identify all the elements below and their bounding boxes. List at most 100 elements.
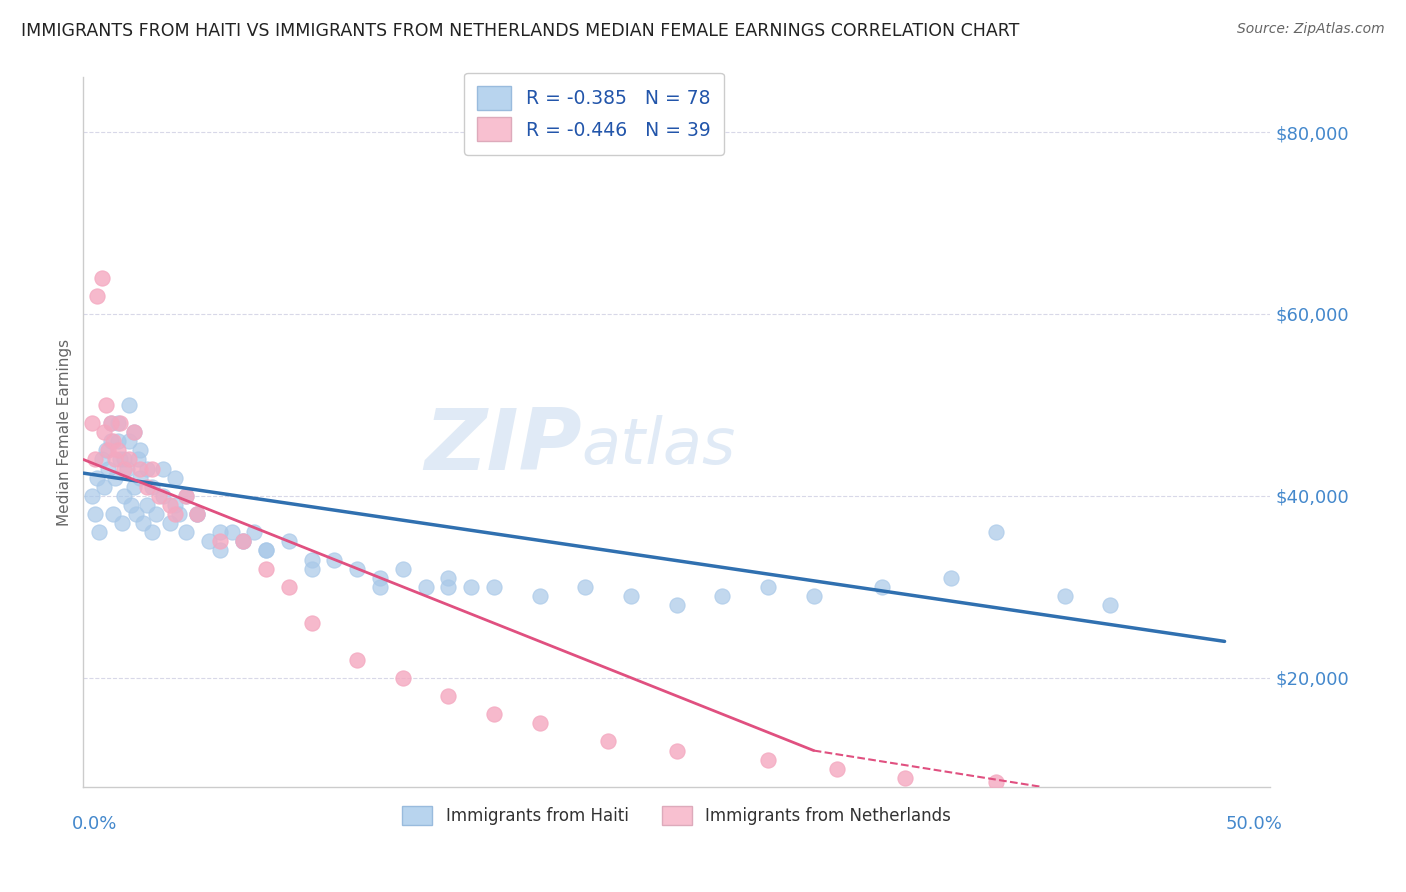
Legend: Immigrants from Haiti, Immigrants from Netherlands: Immigrants from Haiti, Immigrants from N…	[395, 799, 957, 832]
Point	[894, 771, 917, 785]
Point	[90, 452, 112, 467]
Point	[482, 707, 505, 722]
Point	[756, 580, 779, 594]
Point	[254, 561, 277, 575]
Point	[174, 489, 197, 503]
Point	[986, 775, 1008, 789]
Point	[100, 416, 122, 430]
Point	[174, 489, 197, 503]
Point	[186, 507, 208, 521]
Point	[482, 580, 505, 594]
Point	[82, 416, 104, 430]
Y-axis label: Median Female Earnings: Median Female Earnings	[58, 339, 72, 525]
Text: atlas: atlas	[582, 416, 737, 477]
Point	[159, 516, 181, 530]
Point	[174, 525, 197, 540]
Point	[131, 516, 153, 530]
Point	[94, 398, 117, 412]
Point	[232, 534, 254, 549]
Point	[112, 461, 135, 475]
Point	[392, 671, 415, 685]
Point	[107, 416, 129, 430]
Point	[346, 652, 368, 666]
Point	[120, 498, 142, 512]
Point	[145, 507, 167, 521]
Point	[277, 534, 299, 549]
Point	[101, 507, 124, 521]
Point	[152, 489, 174, 503]
Point	[136, 498, 159, 512]
Point	[100, 416, 122, 430]
Point	[100, 434, 122, 449]
Point	[301, 552, 323, 566]
Point	[83, 507, 105, 521]
Point	[163, 470, 186, 484]
Point	[118, 398, 141, 412]
Point	[437, 571, 460, 585]
Point	[111, 516, 134, 530]
Point	[209, 534, 232, 549]
Point	[221, 525, 243, 540]
Point	[122, 425, 145, 440]
Point	[620, 589, 643, 603]
Point	[232, 534, 254, 549]
Point	[870, 580, 893, 594]
Point	[277, 580, 299, 594]
Point	[148, 489, 170, 503]
Point	[108, 452, 131, 467]
Point	[152, 461, 174, 475]
Point	[101, 434, 124, 449]
Point	[163, 498, 186, 512]
Point	[1099, 598, 1122, 612]
Point	[83, 452, 105, 467]
Point	[1053, 589, 1076, 603]
Point	[112, 452, 135, 467]
Point	[136, 461, 159, 475]
Point	[167, 507, 190, 521]
Point	[368, 571, 391, 585]
Point	[825, 762, 848, 776]
Point	[368, 580, 391, 594]
Point	[346, 561, 368, 575]
Point	[756, 753, 779, 767]
Point	[107, 434, 129, 449]
Point	[86, 289, 108, 303]
Point	[93, 480, 115, 494]
Point	[186, 507, 208, 521]
Point	[107, 443, 129, 458]
Point	[301, 616, 323, 631]
Point	[122, 480, 145, 494]
Point	[803, 589, 825, 603]
Point	[89, 525, 111, 540]
Point	[209, 543, 232, 558]
Text: 50.0%: 50.0%	[1225, 815, 1282, 833]
Text: Source: ZipAtlas.com: Source: ZipAtlas.com	[1237, 22, 1385, 37]
Point	[86, 470, 108, 484]
Point	[209, 525, 232, 540]
Point	[198, 534, 221, 549]
Point	[94, 443, 117, 458]
Point	[711, 589, 734, 603]
Point	[112, 489, 135, 503]
Point	[129, 461, 152, 475]
Point	[986, 525, 1008, 540]
Point	[665, 598, 688, 612]
Point	[97, 443, 120, 458]
Point	[127, 452, 149, 467]
Point	[243, 525, 266, 540]
Point	[118, 434, 141, 449]
Text: IMMIGRANTS FROM HAITI VS IMMIGRANTS FROM NETHERLANDS MEDIAN FEMALE EARNINGS CORR: IMMIGRANTS FROM HAITI VS IMMIGRANTS FROM…	[21, 22, 1019, 40]
Point	[392, 561, 415, 575]
Point	[301, 561, 323, 575]
Point	[129, 443, 152, 458]
Point	[141, 461, 163, 475]
Text: 0.0%: 0.0%	[72, 815, 117, 833]
Point	[163, 507, 186, 521]
Point	[82, 489, 104, 503]
Point	[108, 416, 131, 430]
Point	[415, 580, 437, 594]
Point	[323, 552, 346, 566]
Point	[97, 461, 120, 475]
Point	[437, 689, 460, 703]
Point	[115, 461, 138, 475]
